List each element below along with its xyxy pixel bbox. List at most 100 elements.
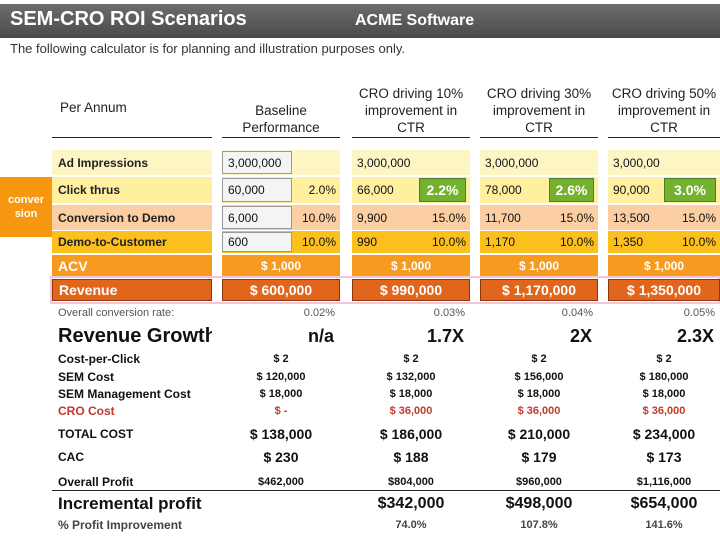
- input-rate: 15.0%: [431, 210, 466, 225]
- input-value: 60,000: [222, 178, 292, 202]
- input-rate: 15.0%: [559, 210, 594, 225]
- header-underline: [52, 137, 212, 138]
- cell-bg: [608, 150, 720, 175]
- column-header: CRO driving 10% improvement in CTR: [358, 86, 464, 135]
- cell-value: $ 2: [531, 352, 547, 365]
- cell-value: $ 36,000: [389, 405, 433, 417]
- cell-bg: [480, 205, 598, 230]
- cell-value: 141.6%: [645, 518, 683, 531]
- cell-bg: [608, 205, 720, 230]
- cell-value: $ 188: [393, 449, 429, 465]
- header-underline: [480, 137, 598, 138]
- acv-value: $ 1,000: [480, 255, 598, 277]
- header-underline: [222, 137, 340, 138]
- input-value: 3,000,000: [613, 155, 660, 170]
- cell-value: $ 18,000: [517, 387, 561, 400]
- side-label-line: sion: [14, 208, 38, 220]
- cell-value: $ 156,000: [514, 370, 564, 383]
- acv-value: $ 1,000: [222, 255, 340, 277]
- input-rate: 10.0%: [559, 235, 594, 249]
- input-value: 1,170: [485, 235, 516, 249]
- cell-bg: [352, 150, 470, 175]
- highlight-rate: 2.6%: [549, 178, 594, 202]
- cell-value: $ 120,000: [256, 370, 306, 383]
- column-header: CRO driving 50% improvement in CTR: [611, 86, 717, 135]
- cell-value: $ 18,000: [389, 387, 433, 400]
- cell-value: $ 36,000: [517, 405, 561, 417]
- cell-value: 0.04%: [561, 306, 593, 319]
- cell-value: $ 132,000: [386, 370, 436, 383]
- input-value: 1,350: [613, 235, 644, 249]
- cell-value: $ 180,000: [639, 370, 689, 383]
- row-label: TOTAL COST: [58, 427, 134, 441]
- input-rate: 10.0%: [681, 235, 716, 249]
- row-label: Revenue Growth: [58, 324, 212, 347]
- row-label: Conversion to Demo: [52, 205, 212, 230]
- highlight-rate: 2.2%: [419, 178, 466, 202]
- cell-value: $ 210,000: [507, 426, 571, 442]
- cell-value: $ 2: [273, 352, 289, 365]
- cell-value: $462,000: [258, 476, 304, 488]
- revenue-value: $ 600,000: [222, 279, 340, 301]
- row-label: Ad Impressions: [52, 150, 212, 175]
- input-value: 90,000: [613, 183, 650, 197]
- column-header: Per Annum: [60, 100, 127, 115]
- cell-value: $654,000: [630, 495, 698, 512]
- cell-value: 0.03%: [433, 306, 465, 319]
- note: The following calculator is for planning…: [10, 41, 406, 56]
- row-label: Cost-per-Click: [58, 351, 141, 366]
- input-value: 11,700: [485, 210, 521, 225]
- cell-value: $ 18,000: [259, 387, 303, 400]
- cell-value: 2.3X: [676, 325, 714, 346]
- input-rate: 15.0%: [681, 210, 716, 225]
- cell-value: $ 18,000: [642, 387, 686, 400]
- input-rate: 2.0%: [308, 183, 336, 197]
- cell-value: $ 2: [403, 352, 419, 365]
- input-value: 990: [357, 235, 378, 249]
- cell-value: $ -: [274, 405, 288, 417]
- cell-value: 107.8%: [520, 518, 558, 531]
- row-label: Click thrus: [52, 177, 212, 203]
- input-rate: 10.0%: [431, 235, 466, 249]
- input-value: 66,000: [357, 183, 394, 197]
- highlight-rate: 3.0%: [664, 178, 716, 202]
- input-rate: 10.0%: [301, 235, 336, 249]
- cell-value: $ 138,000: [249, 426, 313, 442]
- cell-value: $ 186,000: [379, 426, 443, 442]
- cell-bg: [480, 231, 598, 253]
- cell-value: 74.0%: [395, 518, 427, 531]
- cell-value: $1,116,000: [636, 476, 692, 488]
- input-value: 6,000: [222, 206, 292, 229]
- row-label: SEM Cost: [58, 369, 115, 384]
- input-rate: 10.0%: [301, 210, 336, 225]
- row-label: CRO Cost: [58, 404, 115, 418]
- row-label: Incremental profit: [58, 494, 202, 513]
- cell-value: $ 173: [646, 449, 682, 465]
- row-label: Revenue: [52, 279, 212, 301]
- cell-value: $498,000: [505, 495, 573, 512]
- revenue-value: $ 1,170,000: [480, 279, 598, 301]
- revenue-value: $ 990,000: [352, 279, 470, 301]
- cell-value: $960,000: [516, 476, 562, 488]
- cell-value: $ 234,000: [632, 426, 696, 442]
- cell-bg: [352, 205, 470, 230]
- input-value: 3,000,000: [357, 155, 411, 170]
- cell-bg: [480, 150, 598, 175]
- acv-value: $ 1,000: [608, 255, 720, 277]
- cell-bg: [352, 231, 470, 253]
- row-divider: [52, 490, 720, 491]
- cell-value: $ 2: [656, 352, 672, 365]
- row-label: SEM Management Cost: [58, 386, 191, 401]
- title: SEM-CRO ROI Scenarios: [10, 8, 247, 30]
- cell-value: $ 230: [263, 449, 299, 465]
- row-label: Overall conversion rate:: [58, 306, 175, 319]
- row-label: CAC: [58, 450, 84, 464]
- cell-value: 0.02%: [303, 306, 335, 319]
- row-label: ACV: [52, 255, 212, 277]
- header-underline: [352, 137, 470, 138]
- company: ACME Software: [355, 12, 475, 29]
- input-value: 78,000: [485, 183, 522, 197]
- cell-value: $ 36,000: [642, 405, 686, 417]
- side-label-line: conver: [7, 194, 45, 206]
